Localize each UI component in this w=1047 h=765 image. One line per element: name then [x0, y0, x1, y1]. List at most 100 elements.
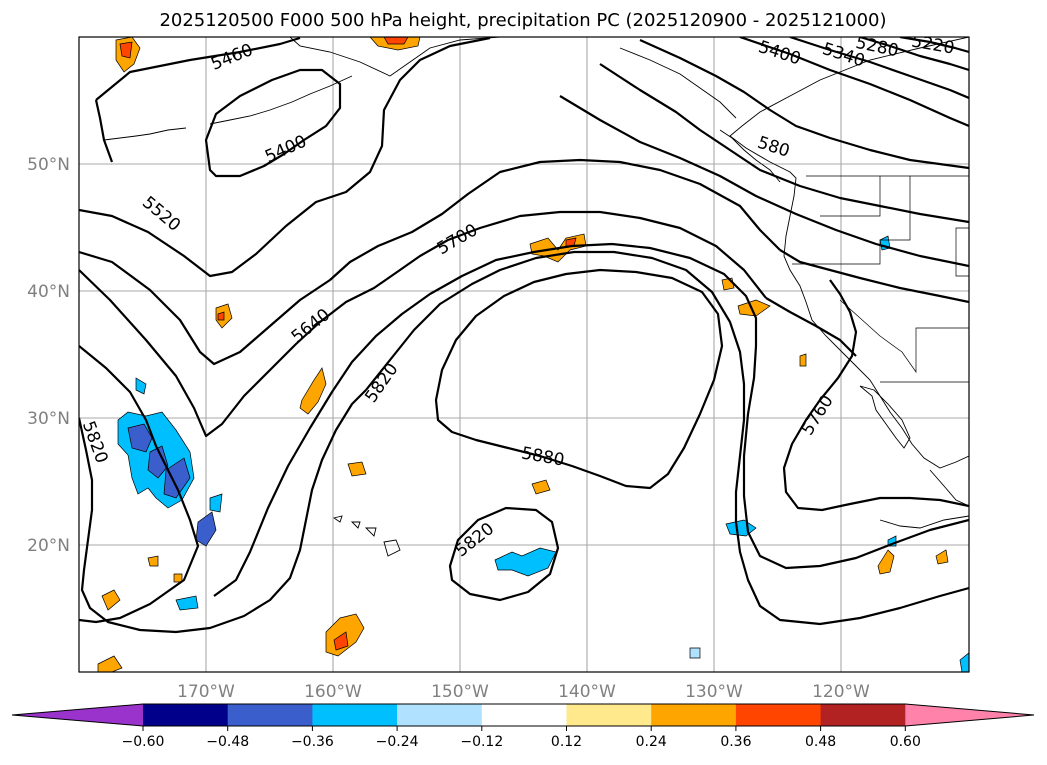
us-state-borders-1 — [792, 176, 911, 265]
map-background — [79, 37, 969, 672]
us-state-borders-2 — [820, 176, 881, 217]
contour-5280-northeast — [859, 37, 969, 72]
precip-area-pos-12 — [97, 655, 123, 672]
lat-tick-label: 40°N — [27, 282, 70, 302]
lon-tick-label: 150°W — [431, 682, 489, 702]
colorbar-segment — [566, 704, 652, 726]
contour-5820-closed — [448, 506, 560, 602]
precip-core-pos-3 — [217, 311, 225, 321]
north-america-coast — [729, 37, 969, 469]
precip-core-pos-6 — [333, 631, 349, 651]
precip-core-neg-2 — [147, 445, 169, 479]
precip-area-pos-16 — [173, 573, 183, 583]
precip-area-pos-7 — [737, 299, 771, 317]
colorbar-segment — [651, 704, 737, 726]
lat-tick-label: 30°N — [27, 409, 70, 429]
colorbar-tick-label: 0.36 — [720, 734, 751, 750]
contour-5640 — [79, 158, 781, 366]
alaska-panhandle-coast — [619, 47, 737, 119]
precip-core-neg-1 — [127, 423, 153, 453]
contour-5640-east — [779, 249, 969, 304]
contour-5520 — [79, 37, 491, 278]
contour-5700 — [79, 210, 767, 438]
colorbar-segment — [397, 704, 483, 726]
contour-5880-closed — [434, 268, 724, 490]
gridlines — [79, 37, 969, 672]
vancouver-island — [719, 129, 781, 183]
colorbar-extend-low — [12, 704, 143, 726]
precip-area-pos-9 — [531, 479, 551, 495]
height-contours — [79, 37, 969, 634]
colorbar-tick-label: −0.12 — [460, 734, 503, 750]
colorbar: −0.60 −0.48 −0.36 −0.24 −0.12 0.12 0.24 0.36 0.4… — [11, 703, 1035, 750]
contour-5460-northeast — [639, 38, 969, 170]
contour-5460-north — [95, 37, 301, 101]
lon-tick-label: 140°W — [558, 682, 616, 702]
precip-shading — [97, 37, 969, 672]
lon-tick-label: 170°W — [177, 682, 235, 702]
mexico-coast — [929, 469, 969, 507]
precip-core-pos-1 — [119, 41, 133, 59]
precip-area-pos-11 — [101, 589, 121, 611]
map-panel: 5460 5400 5520 5700 5640 5820 5820 5880 … — [78, 36, 970, 673]
precip-area-pos-8 — [721, 277, 735, 291]
map-frame — [78, 36, 970, 673]
precip-area-pos-10 — [347, 461, 367, 477]
contour-5340-northeast — [789, 37, 969, 100]
contour-5460-west — [94, 99, 114, 163]
colorbar-segment — [227, 704, 313, 726]
contour-5820-main — [365, 250, 969, 626]
contour-5580-northeast — [559, 95, 969, 268]
precip-area-pos-4 — [299, 367, 327, 415]
lon-tick-labels: 170°W 160°W 150°W 140°W 130°W 120°W — [177, 682, 870, 702]
colorbar-segment — [312, 704, 398, 726]
chart-title: 2025120500 F000 500 hPa height, precipit… — [159, 10, 886, 31]
colorbar-segment — [735, 704, 822, 726]
contour-5400-northeast — [739, 37, 969, 128]
state-outline — [955, 227, 969, 277]
lon-tick-label: 160°W — [304, 682, 362, 702]
colorbar-tick-label: 0.24 — [636, 734, 667, 750]
precip-area-pos-13 — [877, 549, 895, 575]
western-aleutians — [103, 127, 187, 141]
precip-area-neg-10 — [959, 652, 969, 672]
us-state-borders-3 — [839, 299, 969, 374]
colorbar-tick-label: 0.12 — [551, 734, 582, 750]
precip-core-neg-3 — [163, 457, 191, 499]
contour-5760-west — [79, 345, 200, 624]
precip-area-neg-2 — [135, 377, 147, 395]
contour-5520-northeast — [599, 63, 969, 224]
lat-tick-label: 50°N — [27, 155, 70, 175]
colorbar-tick-label: 0.60 — [890, 734, 921, 750]
lat-tick-label: 20°N — [27, 536, 70, 556]
aleutian-islands — [209, 75, 353, 125]
contour-5700-east — [765, 297, 857, 357]
precip-area-neg-6 — [494, 547, 557, 577]
colorbar-tick-label: 0.48 — [805, 734, 836, 750]
precip-core-pos-2 — [383, 37, 409, 45]
precip-area-neg-4 — [209, 493, 223, 513]
lon-tick-label: 130°W — [685, 682, 743, 702]
coastlines — [103, 37, 969, 557]
central-mexico-coast — [879, 515, 969, 529]
colorbar-tick-label: −0.48 — [206, 734, 249, 750]
baja-california — [859, 385, 911, 449]
contour-5220-northeast — [899, 37, 969, 54]
contour-5760-east — [782, 279, 969, 512]
contour-5820-west — [79, 389, 367, 634]
lon-tick-label: 120°W — [812, 682, 870, 702]
colorbar-segment — [481, 704, 567, 726]
alaska-peninsula-coast — [289, 37, 501, 77]
precip-area-pos-14 — [935, 549, 949, 565]
colorbar-extend-high — [905, 704, 1034, 726]
colorbar-tick-label: −0.60 — [122, 734, 165, 750]
precip-area-neg-5 — [175, 595, 199, 611]
colorbar-tick-label: −0.36 — [291, 734, 334, 750]
hawaiian-islands — [332, 515, 401, 557]
colorbar-tick-label: −0.24 — [376, 734, 419, 750]
colorbar-segment — [820, 704, 906, 726]
precip-area-pos-15 — [147, 555, 159, 567]
precip-area-pos-17 — [799, 353, 807, 367]
colorbar-segment — [143, 704, 229, 726]
